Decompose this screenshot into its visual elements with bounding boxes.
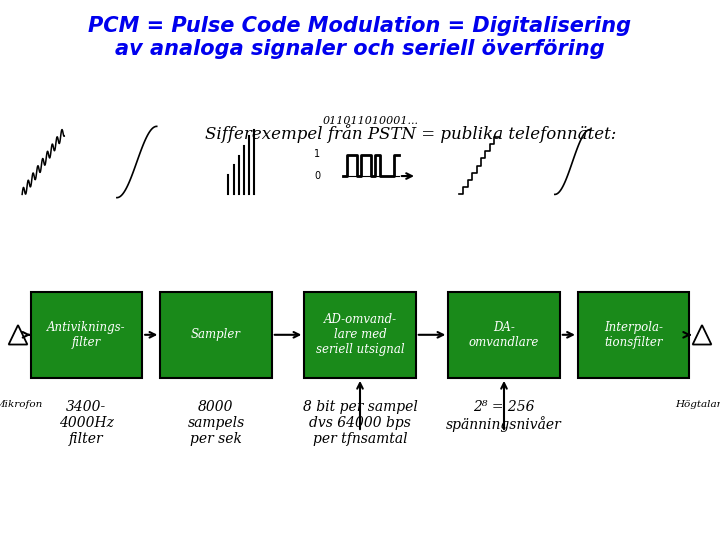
Text: Antiviknings-
filter: Antiviknings- filter [47,321,126,349]
Text: 2⁸ = 256
spänningsnivåer: 2⁸ = 256 spänningsnivåer [446,400,562,432]
Text: Interpola-
tionsfilter: Interpola- tionsfilter [604,321,663,349]
Text: 8 bit per sampel
dvs 64000 bps
per tfnsamtal: 8 bit per sampel dvs 64000 bps per tfnsa… [302,400,418,446]
FancyBboxPatch shape [448,292,560,378]
Text: AD-omvand-
lare med
seriell utsignal: AD-omvand- lare med seriell utsignal [315,313,405,356]
Text: 1: 1 [314,149,320,159]
Text: Sifferexempel från PSTN = publika telefonnätet:: Sifferexempel från PSTN = publika telefo… [204,124,616,143]
Text: Mikrofon: Mikrofon [0,400,42,409]
Text: 011011010001...: 011011010001... [323,116,419,126]
Text: 3400-
4000Hz
filter: 3400- 4000Hz filter [59,400,114,446]
Text: Högtalare: Högtalare [675,400,720,409]
Text: DA-
omvandlare: DA- omvandlare [469,321,539,349]
Text: 8000
sampels
per sek: 8000 sampels per sek [187,400,245,446]
Text: 0: 0 [314,171,320,180]
Text: Sampler: Sampler [191,328,241,341]
FancyBboxPatch shape [304,292,416,378]
FancyBboxPatch shape [577,292,690,378]
Text: PCM = Pulse Code Modulation = Digitalisering
av analoga signaler och seriell öve: PCM = Pulse Code Modulation = Digitalise… [89,16,631,59]
FancyBboxPatch shape [160,292,271,378]
FancyBboxPatch shape [30,292,143,378]
